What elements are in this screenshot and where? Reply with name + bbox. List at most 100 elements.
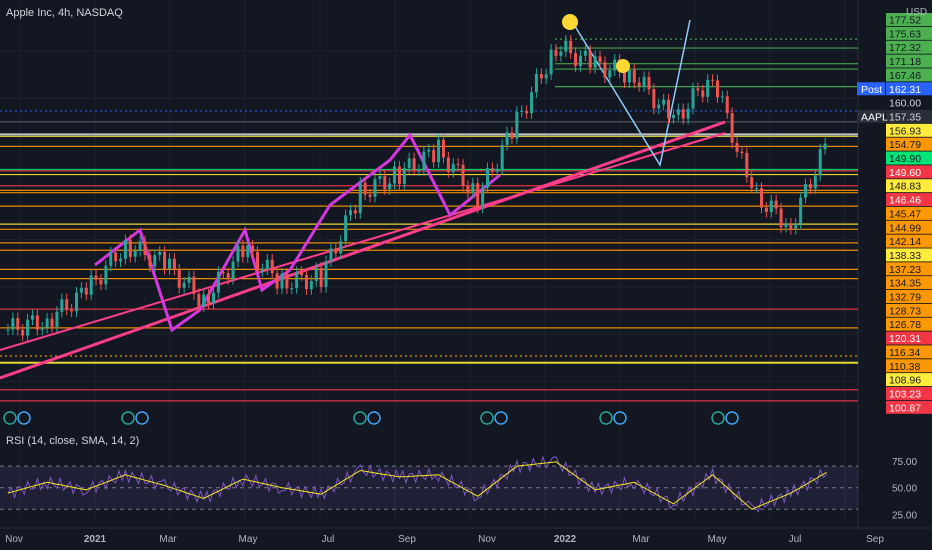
candle-body — [358, 182, 362, 214]
candle-body — [177, 269, 181, 288]
candle-body — [21, 329, 25, 336]
candle-body — [466, 186, 470, 193]
candle-body — [446, 157, 450, 172]
price-tag-bg — [857, 109, 885, 123]
candle-body — [300, 271, 304, 276]
earnings-marker[interactable] — [3, 411, 17, 425]
earnings-marker[interactable] — [711, 411, 725, 425]
price-label-bg — [886, 123, 932, 137]
earnings-marker[interactable] — [599, 411, 613, 425]
time-tick-label: May — [239, 534, 258, 545]
dividend-marker[interactable] — [494, 411, 508, 425]
candle-body — [608, 70, 612, 78]
candle-body — [701, 90, 705, 97]
price-label-bg — [886, 359, 932, 373]
earnings-marker[interactable] — [121, 411, 135, 425]
price-label-bg — [886, 262, 932, 276]
candle-body — [505, 132, 509, 146]
dividend-marker[interactable] — [17, 411, 31, 425]
earnings-marker[interactable] — [480, 411, 494, 425]
price-label-bg — [886, 290, 932, 303]
chart-title: Apple Inc, 4h, NASDAQ — [6, 7, 123, 19]
price-label: 175.63 — [889, 28, 921, 40]
candle-body — [70, 309, 74, 312]
candle-body — [456, 163, 460, 165]
candle-body — [515, 111, 519, 139]
candle-body — [740, 151, 744, 153]
candle-body — [813, 175, 817, 189]
candle-body — [260, 269, 264, 271]
candle-body — [99, 279, 103, 285]
candle-body — [437, 139, 441, 163]
candle-body — [324, 261, 328, 287]
price-label: 100.87 — [889, 402, 921, 414]
candle-body — [397, 166, 401, 185]
price-label-bg — [886, 82, 932, 96]
price-label-bg — [886, 26, 932, 40]
price-label-bg — [886, 276, 932, 290]
candle-body — [314, 267, 318, 281]
candle-body — [344, 215, 348, 242]
price-label-bg — [886, 303, 932, 317]
candle-body — [588, 50, 592, 68]
candle-body — [192, 276, 196, 294]
time-tick-label: Sep — [398, 534, 416, 545]
candle-body — [349, 210, 352, 216]
event-markers — [3, 14, 739, 425]
candle-body — [461, 164, 465, 187]
candle-body — [613, 59, 617, 71]
candle-body — [202, 294, 206, 307]
candle-body — [745, 152, 749, 178]
candle-body — [735, 142, 739, 152]
earnings-marker[interactable] — [353, 411, 367, 425]
candle-body — [711, 79, 715, 81]
price-label-bg — [886, 54, 932, 68]
time-tick-label: Jul — [322, 534, 335, 545]
candle-body — [750, 177, 754, 189]
candle-body — [339, 241, 343, 254]
price-label-bg — [886, 386, 932, 400]
rsi-tick-label: 50.00 — [892, 484, 917, 495]
candle-body — [133, 250, 137, 257]
candle-body — [662, 99, 666, 105]
candle-body — [265, 259, 269, 270]
dividend-marker[interactable] — [367, 411, 381, 425]
alert-marker[interactable] — [562, 14, 578, 30]
dividend-marker[interactable] — [613, 411, 627, 425]
dividend-marker[interactable] — [725, 411, 739, 425]
candle-body — [691, 88, 695, 109]
alert-marker[interactable] — [616, 59, 630, 73]
price-label: 126.78 — [889, 319, 921, 331]
price-label: 144.99 — [889, 222, 921, 234]
candle-body — [334, 248, 338, 254]
price-label: 137.23 — [889, 264, 921, 276]
candle-body — [730, 113, 734, 143]
candle-body — [583, 50, 587, 56]
dividend-marker[interactable] — [135, 411, 149, 425]
candle-body — [226, 273, 230, 280]
candle-body — [270, 259, 274, 274]
candle-body — [45, 318, 49, 328]
candle-body — [16, 318, 20, 330]
price-label: 148.83 — [889, 181, 921, 193]
rsi-tick-label: 25.00 — [892, 511, 917, 522]
price-label-bg — [886, 248, 932, 262]
price-label: 120.31 — [889, 333, 921, 345]
time-tick-label: Nov — [478, 534, 496, 545]
candle-body — [676, 109, 680, 115]
time-axis: Nov 2021 Mar May Jul Sep Nov 2022 Mar May Jul Sep — [0, 527, 932, 545]
candle-body — [804, 184, 808, 198]
candle-body — [544, 74, 548, 79]
price-label-bg — [886, 137, 932, 151]
candle-body — [481, 187, 485, 208]
candle-body — [280, 273, 284, 289]
candle-body — [368, 194, 372, 197]
rsi-sma-line — [7, 461, 827, 510]
candle-body — [246, 245, 250, 258]
price-label: 138.33 — [889, 250, 921, 262]
candle-body — [525, 110, 529, 114]
candle-body — [417, 170, 421, 172]
candle-body — [725, 96, 729, 114]
candle-body — [378, 176, 382, 179]
